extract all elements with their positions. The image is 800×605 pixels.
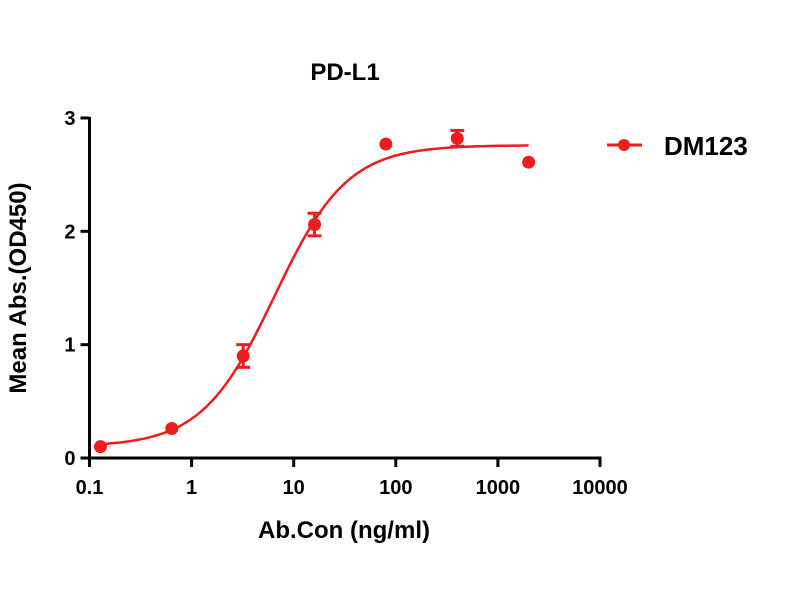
x-tick-label: 1000 xyxy=(476,477,521,499)
fit-curve xyxy=(100,144,529,446)
y-tick-label: 0 xyxy=(64,448,75,470)
data-point xyxy=(522,155,536,169)
legend-label: DM123 xyxy=(664,131,748,161)
axes: 0.1 1 10 100 1000 10000 0 1 2 3 xyxy=(64,108,627,499)
y-tick-label: 2 xyxy=(64,221,75,243)
data-point xyxy=(165,422,179,436)
chart-title: PD-L1 xyxy=(310,59,379,86)
y-axis-label: Mean Abs.(OD450) xyxy=(5,182,32,393)
x-tick-label: 10000 xyxy=(572,477,628,499)
x-tick-label: 10 xyxy=(283,477,305,499)
data-point xyxy=(379,137,393,151)
legend: DM123 xyxy=(607,131,748,161)
legend-marker xyxy=(618,139,630,151)
x-axis-label: Ab.Con (ng/ml) xyxy=(258,517,430,544)
y-tick-label: 3 xyxy=(64,108,75,130)
data-point xyxy=(450,131,464,145)
data-point xyxy=(308,218,322,232)
x-tick-label: 1 xyxy=(186,477,197,499)
x-tick-label: 100 xyxy=(379,477,412,499)
data-point xyxy=(93,440,107,454)
data-point xyxy=(236,349,250,363)
x-tick-label: 0.1 xyxy=(76,477,104,499)
plot-area xyxy=(93,128,536,454)
y-tick-label: 1 xyxy=(64,335,75,357)
